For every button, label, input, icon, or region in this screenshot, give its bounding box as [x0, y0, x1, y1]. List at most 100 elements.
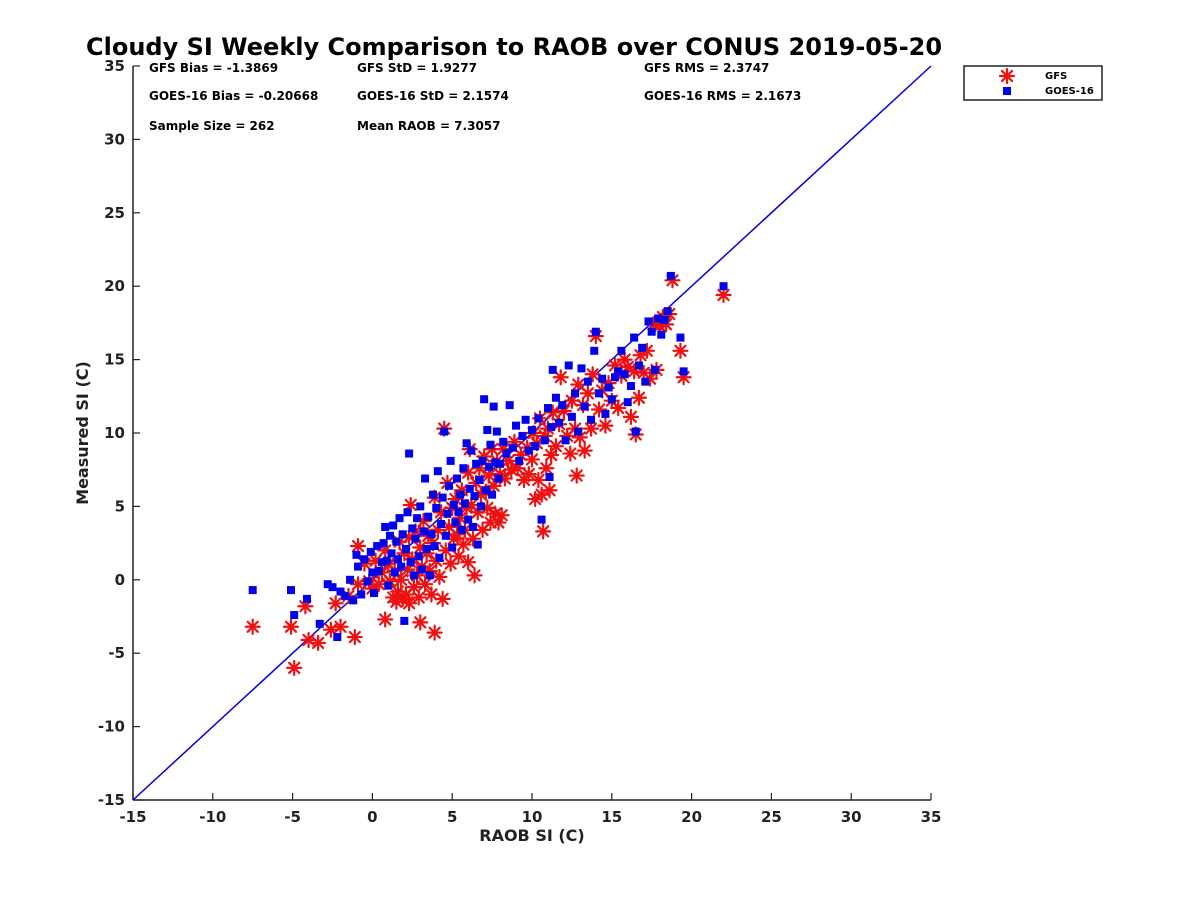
gfs-point — [563, 392, 581, 409]
gfs-point — [401, 595, 418, 612]
goes16-point — [454, 508, 463, 517]
gfs-point — [300, 631, 317, 649]
goes16-point — [328, 583, 337, 592]
gfs-point — [460, 554, 477, 571]
goes16-point — [427, 530, 436, 539]
y-tick-label: -15 — [98, 791, 125, 809]
gfs-point — [562, 445, 579, 462]
goes16-point — [607, 395, 616, 404]
goes16-point — [357, 590, 366, 599]
y-tick-label: 15 — [104, 351, 125, 369]
goes16-point — [537, 515, 546, 524]
goes16-point — [534, 414, 543, 423]
x-tick-label: 10 — [522, 808, 543, 826]
goes16-series — [248, 271, 728, 642]
legend-goes16-marker — [1003, 87, 1011, 95]
gfs-point — [547, 438, 565, 455]
goes16-point — [406, 558, 415, 567]
annotation-gfs-std: GFS StD = 1.9277 — [357, 61, 477, 75]
goes16-point — [443, 509, 452, 518]
gfs-point — [506, 433, 523, 450]
gfs-point — [576, 442, 593, 459]
goes16-point — [452, 474, 461, 483]
x-tick-label: 25 — [761, 808, 782, 826]
gfs-point — [523, 451, 541, 468]
goes16-point — [435, 553, 444, 562]
goes16-point — [547, 423, 556, 432]
goes16-point — [561, 436, 570, 445]
goes16-point — [315, 619, 324, 628]
goes16-point — [354, 562, 363, 571]
goes16-point — [290, 611, 299, 620]
goes16-point — [486, 440, 495, 449]
x-tick-label: 30 — [841, 808, 862, 826]
goes16-point — [424, 512, 433, 521]
goes16-point — [476, 502, 485, 511]
gfs-point — [520, 466, 537, 483]
goes16-point — [448, 543, 457, 552]
goes16-point — [346, 575, 355, 584]
goes16-point — [438, 493, 447, 502]
y-tick-label: 25 — [104, 204, 125, 222]
goes16-point — [470, 492, 479, 501]
gfs-point — [244, 618, 261, 635]
annotation-gfs-bias: GFS Bias = -1.3869 — [149, 61, 278, 75]
goes16-point — [518, 431, 527, 440]
goes16-point — [411, 534, 420, 543]
goes16-point — [564, 361, 573, 370]
goes16-point — [577, 364, 586, 373]
goes16-point — [373, 542, 382, 551]
gfs-point — [535, 523, 552, 540]
annotation-mean-raob: Mean RAOB = 7.3057 — [357, 119, 501, 133]
goes16-point — [366, 547, 375, 556]
goes16-point — [617, 346, 626, 355]
goes16-point — [336, 587, 345, 596]
goes16-point — [489, 402, 498, 411]
goes16-point — [567, 412, 576, 421]
annotation-goes-rms: GOES-16 RMS = 2.1673 — [644, 89, 801, 103]
goes16-point — [400, 616, 409, 625]
goes16-point — [397, 562, 406, 571]
goes16-point — [446, 456, 455, 465]
gfs-point — [434, 590, 451, 607]
goes16-point — [416, 502, 425, 511]
goes16-point — [405, 449, 414, 458]
goes16-point — [528, 426, 536, 435]
goes16-point — [571, 389, 580, 398]
y-tick-label: 10 — [104, 424, 125, 442]
goes16-point — [488, 490, 497, 499]
goes16-point — [408, 524, 417, 533]
goes16-point — [548, 365, 557, 374]
goes16-point — [302, 594, 311, 603]
goes16-point — [413, 514, 422, 523]
axis-ticks: -15 -10 -5 0 5 10 15 20 25 30 35 -15 -10 -5 0 5 10 15 20 25… — [98, 57, 942, 826]
goes16-point — [398, 530, 407, 539]
goes16-point — [363, 577, 372, 586]
goes16-point — [389, 521, 398, 530]
goes16-point — [531, 442, 540, 451]
goes16-point — [422, 544, 431, 553]
goes16-point — [679, 367, 688, 376]
goes16-point — [429, 490, 438, 499]
goes16-point — [333, 633, 342, 642]
gfs-point — [597, 417, 614, 434]
goes16-point — [457, 525, 466, 534]
goes16-point — [492, 427, 501, 436]
gfs-point — [464, 530, 482, 547]
goes16-point — [626, 382, 635, 391]
goes16-point — [583, 377, 592, 386]
gfs-point — [286, 659, 303, 676]
x-tick-label: -10 — [199, 808, 226, 826]
x-axis-label: RAOB SI (C) — [479, 826, 584, 845]
goes16-point — [641, 377, 650, 386]
goes16-point — [620, 370, 629, 379]
goes16-point — [502, 449, 511, 458]
goes16-point — [473, 540, 482, 549]
goes16-point — [654, 314, 663, 323]
gfs-point — [543, 446, 560, 464]
goes16-point — [496, 459, 505, 468]
gfs-point — [377, 611, 394, 628]
stats-annotations: GFS Bias = -1.3869 GFS StD = 1.9277 GFS … — [149, 61, 801, 133]
goes16-point — [460, 499, 469, 508]
gfs-point — [332, 618, 349, 635]
